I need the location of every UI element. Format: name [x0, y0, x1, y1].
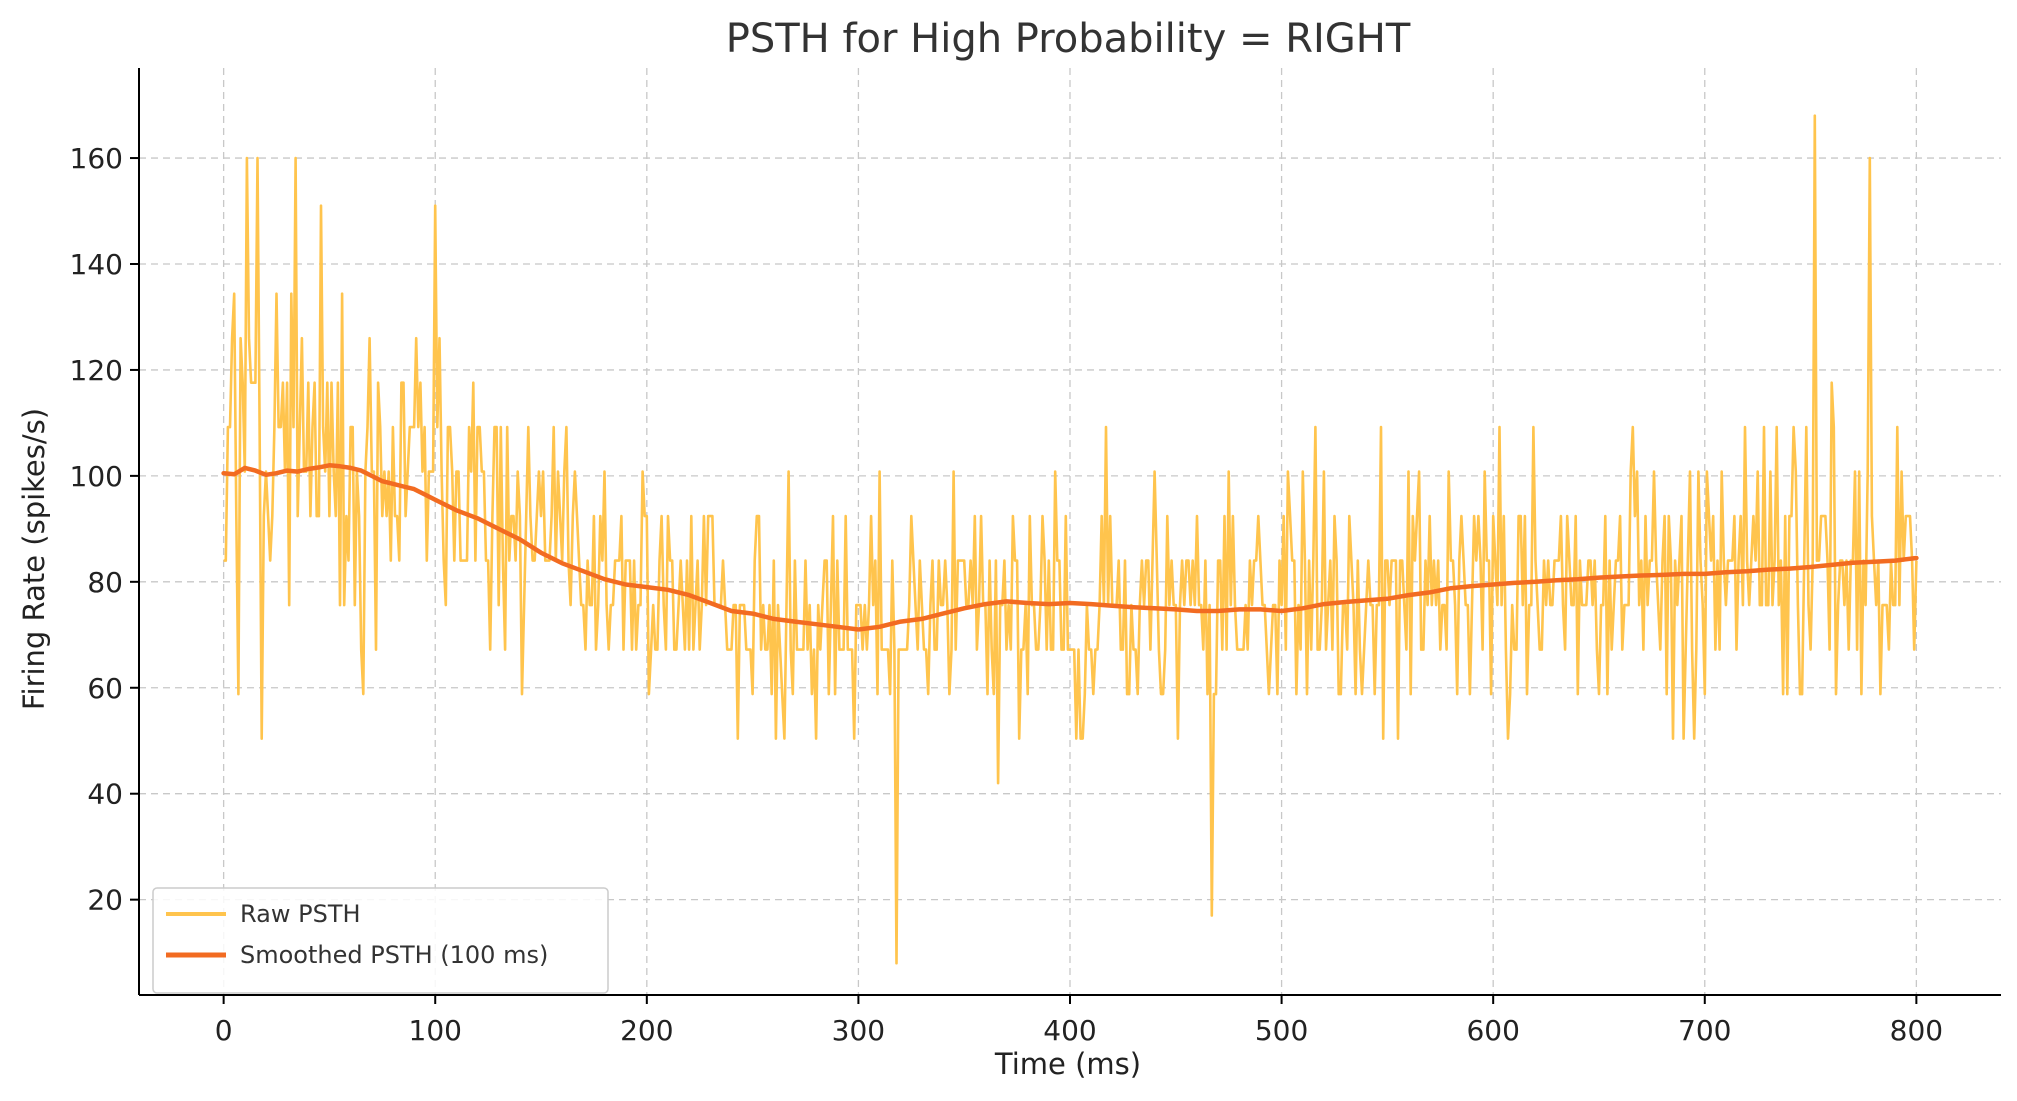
- smoothed-psth-layer: [221, 463, 1919, 632]
- x-tick-label: 700: [1678, 1014, 1731, 1047]
- x-tick-label: 300: [832, 1014, 885, 1047]
- y-tick-label: 20: [87, 884, 123, 917]
- y-axis-label: Firing Rate (spikes/s): [17, 408, 51, 710]
- legend-box: [152, 887, 609, 994]
- x-tick-label: 600: [1466, 1014, 1519, 1047]
- legend-label-smoothed: Smoothed PSTH (100 ms): [240, 941, 548, 969]
- x-tick-label: 500: [1255, 1014, 1308, 1047]
- x-tick-label: 100: [409, 1014, 462, 1047]
- y-tick-label: 40: [87, 778, 123, 811]
- legend-label-raw: Raw PSTH: [240, 900, 361, 928]
- x-tick-label: 200: [620, 1014, 673, 1047]
- x-tick-label: 0: [215, 1014, 233, 1047]
- x-tick-label: 400: [1043, 1014, 1096, 1047]
- chart-title: PSTH for High Probability = RIGHT: [726, 16, 1411, 62]
- smoothed-psth-line: [221, 463, 1919, 632]
- y-tick-label: 140: [70, 248, 123, 281]
- ticks-layer: 0 100 200 300 400 500 600 700 800 20 40 60 80 100 120 1…: [70, 142, 1944, 1047]
- y-tick-label: 80: [87, 566, 123, 599]
- y-tick-label: 60: [87, 672, 123, 705]
- x-axis-label: Time (ms): [994, 1047, 1141, 1081]
- raw-psth-line: [223, 114, 1918, 965]
- legend: Raw PSTH Smoothed PSTH (100 ms): [152, 887, 609, 994]
- y-tick-label: 100: [70, 460, 123, 493]
- raw-psth-layer: [223, 114, 1918, 965]
- x-tick-label: 800: [1890, 1014, 1943, 1047]
- y-tick-label: 120: [70, 354, 123, 387]
- y-tick-label: 160: [70, 142, 123, 175]
